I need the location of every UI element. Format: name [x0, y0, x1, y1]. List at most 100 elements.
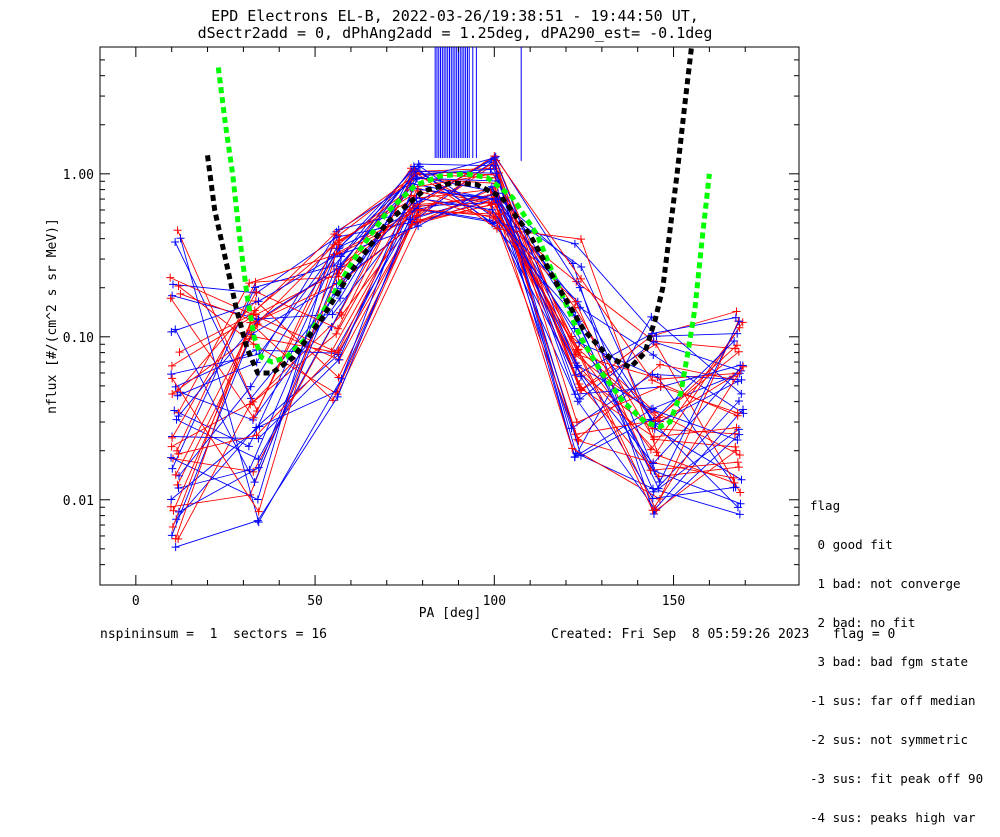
legend-item: 3 bad: bad fgm state	[810, 654, 969, 669]
flux-point	[173, 391, 182, 400]
data-layer	[166, 47, 748, 552]
flux-point	[174, 507, 183, 516]
flux-point	[739, 362, 748, 371]
flux-point	[174, 449, 183, 458]
y-axis-label: nflux [#/(cm^2 s sr MeV)]	[45, 218, 60, 414]
flux-point	[737, 389, 746, 398]
footer-right: Created: Fri Sep 8 05:59:26 2023 flag = …	[551, 627, 896, 642]
flux-point	[729, 483, 738, 492]
flux-point	[738, 318, 747, 327]
flux-trace	[171, 197, 739, 500]
flux-point	[415, 162, 424, 171]
flux-point	[735, 510, 744, 519]
flux-point	[576, 451, 585, 460]
flux-point	[737, 475, 746, 484]
flux-point	[568, 444, 577, 453]
fit-layer	[205, 46, 712, 430]
flux-point	[652, 332, 661, 341]
chart-title-line1: EPD Electrons EL-B, 2022-03-26/19:38:51 …	[211, 7, 699, 25]
flux-point	[168, 390, 177, 398]
flux-trace	[172, 155, 738, 511]
flux-point	[656, 360, 665, 369]
flux-point	[411, 167, 420, 176]
flux-point	[733, 341, 742, 350]
flux-point	[167, 495, 176, 504]
flux-point	[654, 451, 663, 460]
flux-point	[575, 383, 584, 392]
flux-point	[254, 434, 263, 443]
flux-point	[571, 390, 580, 399]
footer-left: nspininsum = 1 sectors = 16	[100, 627, 327, 642]
flux-trace	[170, 187, 734, 479]
flux-point	[567, 424, 576, 433]
flux-point	[167, 453, 176, 462]
flux-point	[335, 308, 344, 317]
flux-point	[250, 478, 259, 487]
y-tick-label: 1.00	[63, 168, 94, 183]
flux-point	[733, 408, 742, 417]
flux-point	[734, 396, 743, 405]
flux-point	[734, 463, 743, 472]
flux-point	[330, 230, 339, 239]
flux-point	[570, 324, 579, 333]
flux-point	[254, 315, 263, 324]
flux-point	[734, 347, 743, 356]
flux-point	[166, 502, 175, 511]
flux-point	[411, 175, 420, 184]
flux-trace	[177, 188, 744, 540]
flux-point	[735, 451, 744, 460]
flux-point	[739, 405, 748, 414]
flux-trace	[171, 175, 736, 488]
flux-point	[246, 394, 255, 403]
flux-trace	[176, 167, 736, 460]
flux-point	[649, 432, 658, 441]
flux-point	[733, 329, 742, 338]
flux-point	[574, 348, 583, 357]
flux-point	[174, 412, 183, 421]
flux-point	[254, 463, 263, 472]
flux-point	[167, 531, 176, 540]
flux-point	[647, 405, 656, 414]
flux-point	[171, 325, 180, 334]
flux-point	[495, 210, 504, 219]
flux-point	[732, 446, 741, 455]
flux-point	[176, 289, 185, 298]
flux-trace	[171, 170, 738, 439]
y-tick-label: 0.10	[63, 331, 94, 346]
flux-point	[732, 307, 741, 316]
flux-point	[730, 478, 739, 487]
flux-point	[492, 169, 501, 178]
flux-point	[415, 205, 424, 214]
flux-trace	[180, 203, 734, 423]
flux-point	[486, 165, 495, 174]
flux-point	[577, 274, 586, 283]
flux-point	[489, 214, 498, 223]
x-tick-label: 100	[483, 594, 506, 609]
flux-trace	[171, 186, 738, 441]
flux-point	[337, 374, 346, 383]
flux-point	[730, 337, 739, 346]
flux-point	[251, 283, 260, 292]
flux-point	[492, 224, 501, 233]
flux-point	[168, 433, 177, 442]
flux-point	[168, 374, 177, 383]
flux-point	[245, 279, 254, 288]
flux-point	[253, 495, 262, 504]
flux-point	[737, 375, 746, 384]
flux-point	[254, 507, 263, 516]
flux-point	[648, 506, 657, 515]
x-tick-label: 0	[132, 594, 140, 609]
flux-trace	[171, 167, 736, 367]
flux-point	[171, 237, 180, 246]
flux-point	[736, 488, 745, 497]
flux-point	[731, 442, 740, 451]
flux-point	[252, 287, 261, 296]
flux-trace	[178, 165, 739, 489]
flux-point	[334, 346, 343, 355]
flux-trace	[171, 172, 737, 513]
flux-point	[649, 337, 658, 346]
flux-point	[733, 458, 742, 467]
flux-point	[648, 494, 657, 503]
flux-point	[172, 415, 181, 424]
flux-point	[246, 382, 255, 391]
